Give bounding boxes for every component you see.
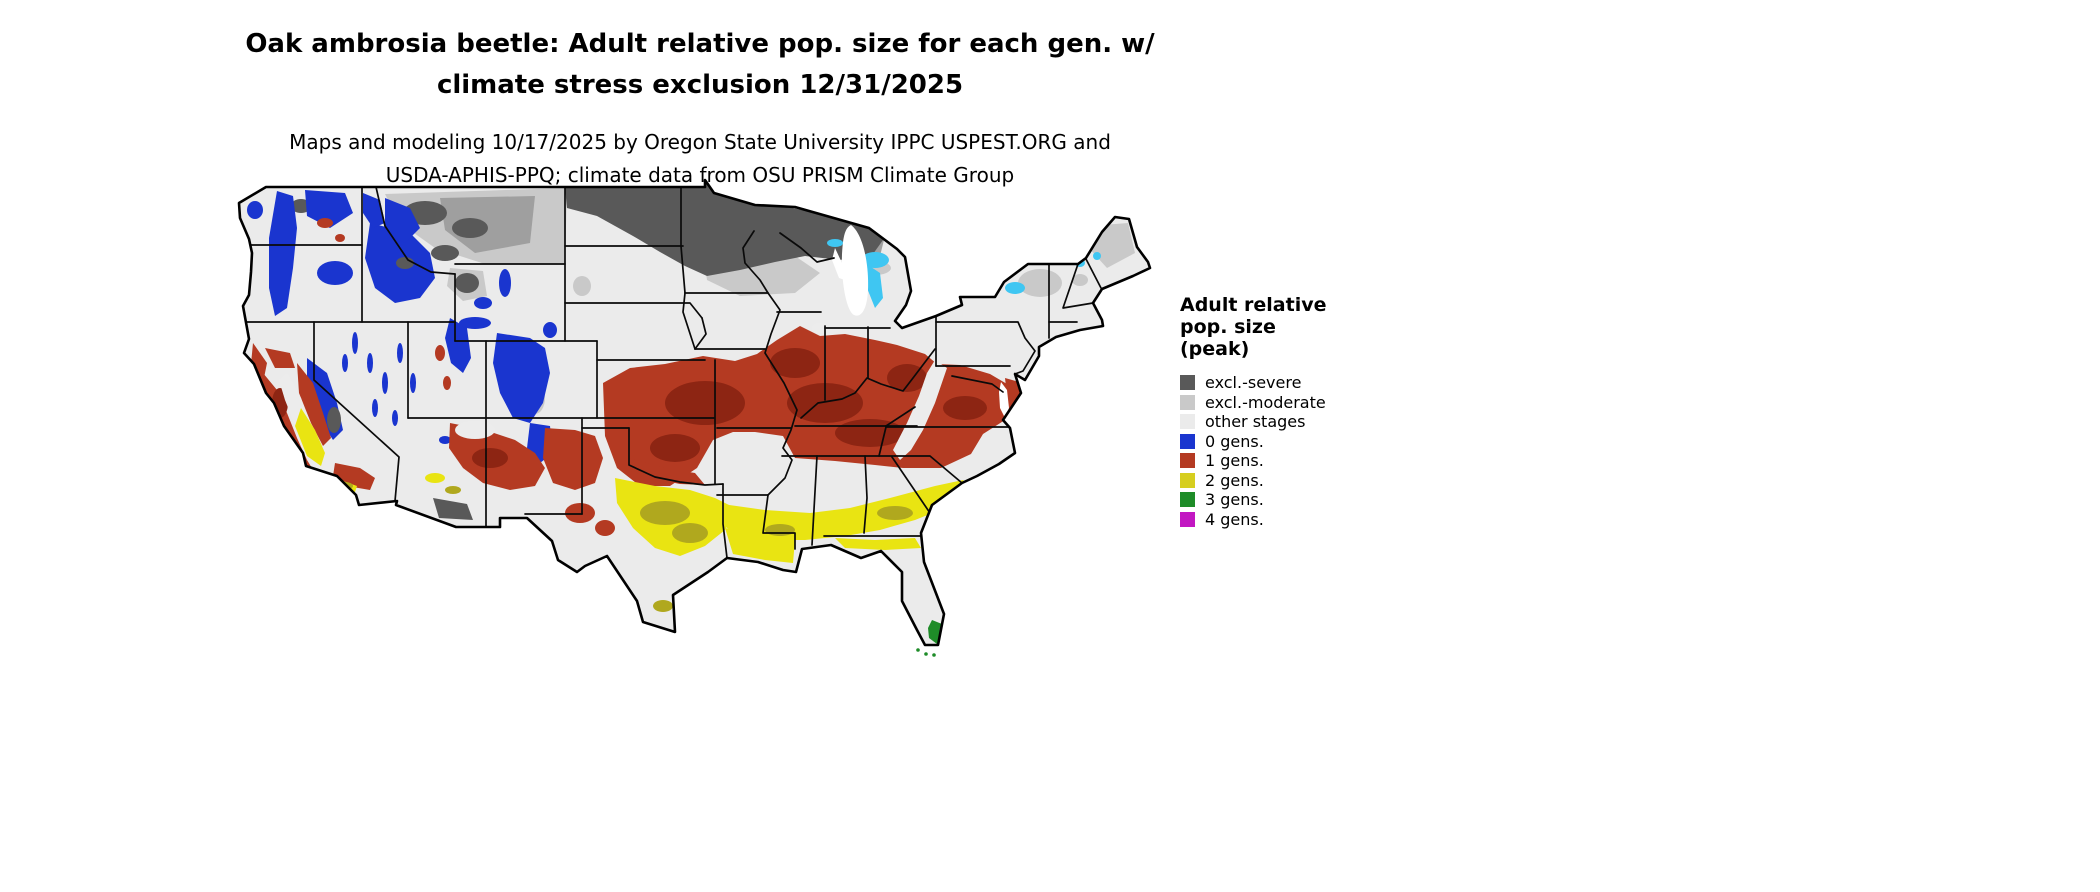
map-subtitle-line2: USDA-APHIS-PPQ; climate data from OSU PR… (385, 163, 1015, 187)
legend-label: excl.-severe (1205, 373, 1302, 393)
legend-swatch-1-gens (1180, 453, 1195, 469)
legend-item-4-gens: 4 gens. (1180, 510, 1430, 530)
legend-item-0-gens: 0 gens. (1180, 432, 1430, 452)
legend-title-line1: Adult relative (1180, 294, 1327, 316)
legend-label: 1 gens. (1205, 451, 1264, 471)
legend-label: other stages (1205, 412, 1306, 432)
legend-item-3-gens: 3 gens. (1180, 490, 1430, 510)
region-0-gens-light (827, 239, 1101, 308)
legend-item-1-gens: 1 gens. (1180, 451, 1430, 471)
us-outline (237, 178, 1152, 647)
florida-keys-dots (916, 648, 936, 657)
legend-swatch-4-gens (1180, 511, 1195, 527)
legend-label: excl.-moderate (1205, 392, 1326, 412)
legend-label: 3 gens. (1205, 490, 1264, 510)
legend-title: Adult relative pop. size (peak) (1180, 294, 1430, 360)
legend-title-line2: pop. size (1180, 316, 1276, 338)
us-map-svg (237, 178, 1152, 657)
legend-item-excl-moderate: excl.-moderate (1180, 393, 1430, 413)
legend-title-line3: (peak) (1180, 338, 1250, 360)
map-title-line2: climate stress exclusion 12/31/2025 (436, 70, 964, 100)
legend-label: 2 gens. (1205, 470, 1264, 490)
map-subtitle: Maps and modeling 10/17/2025 by Oregon S… (0, 126, 1400, 192)
legend-swatch-other-stages (1180, 414, 1195, 430)
region-2-gens-olive (337, 482, 913, 612)
state-borders (242, 186, 1102, 559)
legend-swatch-3-gens (1180, 492, 1195, 508)
legend-item-other-stages: other stages (1180, 412, 1430, 432)
legend-label: 0 gens. (1205, 431, 1264, 451)
legend-items: excl.-severe excl.-moderate other stages… (1180, 373, 1430, 529)
map-title: Oak ambrosia beetle: Adult relative pop.… (0, 24, 1400, 106)
legend-swatch-excl-moderate (1180, 394, 1195, 410)
legend-label: 4 gens. (1205, 509, 1264, 529)
legend-item-2-gens: 2 gens. (1180, 471, 1430, 491)
legend-swatch-0-gens (1180, 433, 1195, 449)
legend-swatch-excl-severe (1180, 375, 1195, 391)
us-generation-map (235, 168, 1165, 668)
legend-swatch-2-gens (1180, 472, 1195, 488)
legend-item-excl-severe: excl.-severe (1180, 373, 1430, 393)
legend: Adult relative pop. size (peak) excl.-se… (1180, 294, 1430, 529)
map-subtitle-line1: Maps and modeling 10/17/2025 by Oregon S… (289, 130, 1111, 154)
map-title-line1: Oak ambrosia beetle: Adult relative pop.… (245, 29, 1155, 59)
